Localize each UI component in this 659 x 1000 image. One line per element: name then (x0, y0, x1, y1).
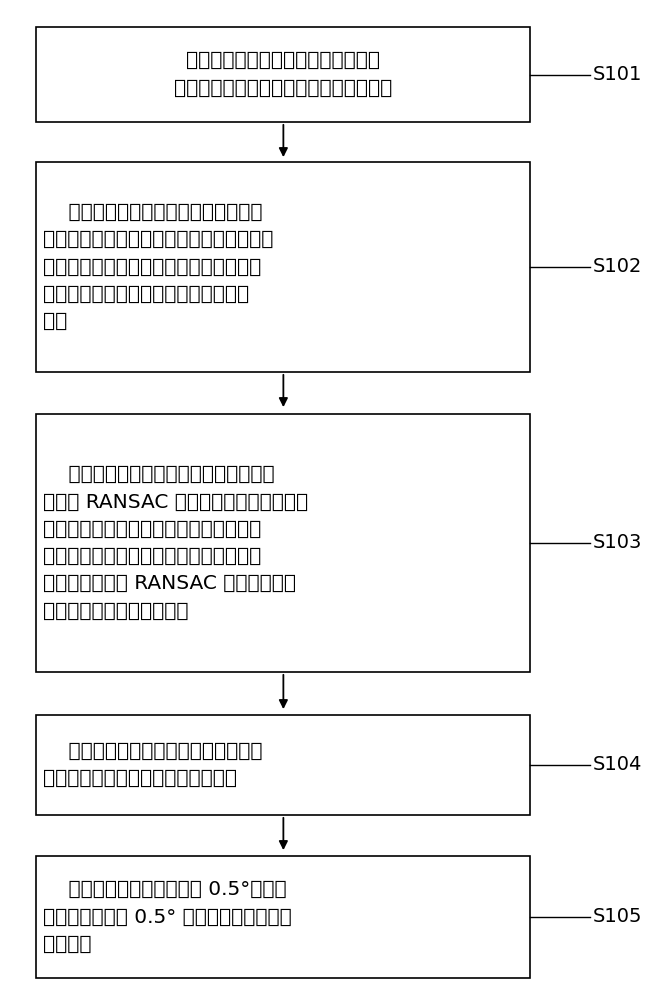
Text: S102: S102 (593, 257, 643, 276)
Text: S101: S101 (593, 66, 643, 85)
Text: 使安装有三个激光雷达的车辆静置在
地面，并获取三个激光雷达采集的点云。: 使安装有三个激光雷达的车辆静置在 地面，并获取三个激光雷达采集的点云。 (174, 51, 393, 98)
FancyBboxPatch shape (36, 27, 530, 122)
FancyBboxPatch shape (36, 856, 530, 978)
FancyBboxPatch shape (36, 414, 530, 672)
Text: 分别计算两个非基准拟合平面的法线
与基准拟合平面的法线之间的夹角。: 分别计算两个非基准拟合平面的法线 与基准拟合平面的法线之间的夹角。 (43, 742, 262, 788)
FancyBboxPatch shape (36, 715, 530, 815)
FancyBboxPatch shape (36, 162, 530, 372)
Text: S105: S105 (593, 908, 643, 926)
Text: 判断各夹角是否大于阈值 0.5°，当两
夹角中存在大于 0.5° 的夹角时，向外界发
出警报。: 判断各夹角是否大于阈值 0.5°，当两 夹角中存在大于 0.5° 的夹角时，向外… (43, 880, 291, 954)
Text: 对基准激光雷达采集的点云提取地面，
并使用 RANSAC 算法拟合该地面，得到基
准平面方程；对已在数据转换步骤中进行
了转换的非基准激光雷达所采集的点云提
取: 对基准激光雷达采集的点云提取地面， 并使用 RANSAC 算法拟合该地面，得到基… (43, 465, 308, 621)
Text: 选择高度最高的一个激光雷达作为基
准激光雷达，将其坐标系作为基准坐标系，
将其余两个激光雷达采集的基于自身坐标
系的点云通过标定结果转换到基准坐标
系。: 选择高度最高的一个激光雷达作为基 准激光雷达，将其坐标系作为基准坐标系， 将其余… (43, 203, 273, 331)
Text: S104: S104 (593, 756, 643, 774)
Text: S103: S103 (593, 534, 643, 552)
